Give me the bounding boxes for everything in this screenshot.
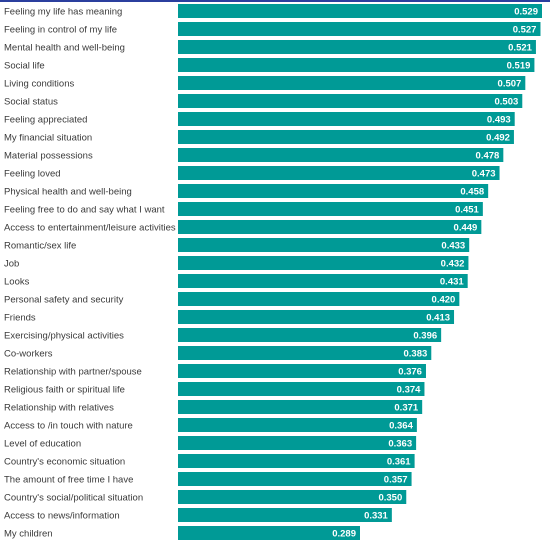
bar	[178, 400, 423, 414]
value-label: 0.363	[388, 439, 412, 450]
value-label: 0.396	[413, 331, 437, 342]
bar	[178, 256, 469, 270]
category-label: Friends	[4, 313, 36, 324]
value-label: 0.478	[476, 151, 500, 162]
bar	[178, 454, 415, 468]
value-label: 0.527	[513, 25, 537, 36]
bar	[178, 508, 392, 522]
bar	[178, 472, 412, 486]
value-label: 0.473	[472, 169, 496, 180]
bar	[178, 94, 523, 108]
category-label: Relationship with relatives	[4, 403, 114, 414]
value-label: 0.364	[389, 421, 413, 432]
bar	[178, 130, 514, 144]
category-label: Level of education	[4, 439, 81, 450]
value-label: 0.383	[404, 349, 428, 360]
value-label: 0.507	[498, 79, 522, 90]
value-label: 0.289	[332, 529, 356, 540]
value-label: 0.449	[454, 223, 478, 234]
value-label: 0.458	[460, 187, 484, 198]
bar	[178, 112, 515, 126]
category-label: Co-workers	[4, 349, 53, 360]
category-label: Personal safety and security	[4, 295, 124, 306]
value-label: 0.350	[378, 493, 402, 504]
category-label: Looks	[4, 277, 30, 288]
value-label: 0.357	[384, 475, 408, 486]
category-label: Access to news/information	[4, 511, 120, 522]
bar	[178, 310, 455, 324]
category-label: Access to entertainment/leisure activiti…	[4, 223, 176, 234]
bar	[178, 148, 504, 162]
value-label: 0.521	[508, 43, 532, 54]
value-label: 0.431	[440, 277, 464, 288]
category-label: Feeling my life has meaning	[4, 7, 122, 18]
category-label: Religious faith or spiritual life	[4, 385, 125, 396]
value-label: 0.503	[495, 97, 519, 108]
category-label: Exercising/physical activities	[4, 331, 124, 342]
category-label: Feeling in control of my life	[4, 25, 117, 36]
category-label: Mental health and well-being	[4, 43, 125, 54]
category-label: Physical health and well-being	[4, 187, 132, 198]
bar	[178, 364, 426, 378]
value-label: 0.451	[455, 205, 479, 216]
category-label: Job	[4, 259, 19, 270]
value-label: 0.413	[426, 313, 450, 324]
bar	[178, 292, 460, 306]
category-label: Country's economic situation	[4, 457, 125, 468]
category-label: Feeling loved	[4, 169, 61, 180]
category-label: My financial situation	[4, 133, 92, 144]
value-label: 0.493	[487, 115, 511, 126]
value-label: 0.376	[398, 367, 422, 378]
value-label: 0.529	[514, 7, 538, 18]
value-label: 0.519	[507, 61, 531, 72]
category-label: Living conditions	[4, 79, 74, 90]
bar	[178, 166, 500, 180]
bar	[178, 76, 526, 90]
category-label: Feeling appreciated	[4, 115, 87, 126]
bar	[178, 22, 541, 36]
bar	[178, 382, 425, 396]
category-label: Romantic/sex life	[4, 241, 76, 252]
bar	[178, 184, 489, 198]
category-label: The amount of free time I have	[4, 475, 133, 486]
bar	[178, 490, 407, 504]
bar	[178, 4, 542, 18]
bar	[178, 328, 442, 342]
bar	[178, 40, 536, 54]
category-label: Access to /in touch with nature	[4, 421, 133, 432]
top-border	[0, 0, 550, 2]
bar	[178, 418, 417, 432]
category-label: Feeling free to do and say what I want	[4, 205, 165, 216]
bar	[178, 202, 483, 216]
bar	[178, 526, 360, 540]
bar	[178, 274, 468, 288]
value-label: 0.361	[387, 457, 411, 468]
value-label: 0.331	[364, 511, 388, 522]
category-label: Relationship with partner/spouse	[4, 367, 142, 378]
bar	[178, 58, 535, 72]
bar	[178, 346, 432, 360]
bar	[178, 220, 482, 234]
value-label: 0.420	[432, 295, 456, 306]
category-label: Material possessions	[4, 151, 93, 162]
value-label: 0.432	[441, 259, 465, 270]
value-label: 0.433	[441, 241, 465, 252]
value-label: 0.492	[486, 133, 510, 144]
value-label: 0.374	[397, 385, 421, 396]
bar	[178, 436, 417, 450]
value-label: 0.371	[394, 403, 418, 414]
category-label: Country's social/political situation	[4, 493, 143, 504]
category-label: Social life	[4, 61, 45, 72]
category-label: Social status	[4, 97, 58, 108]
bar	[178, 238, 470, 252]
category-label: My children	[4, 529, 53, 540]
